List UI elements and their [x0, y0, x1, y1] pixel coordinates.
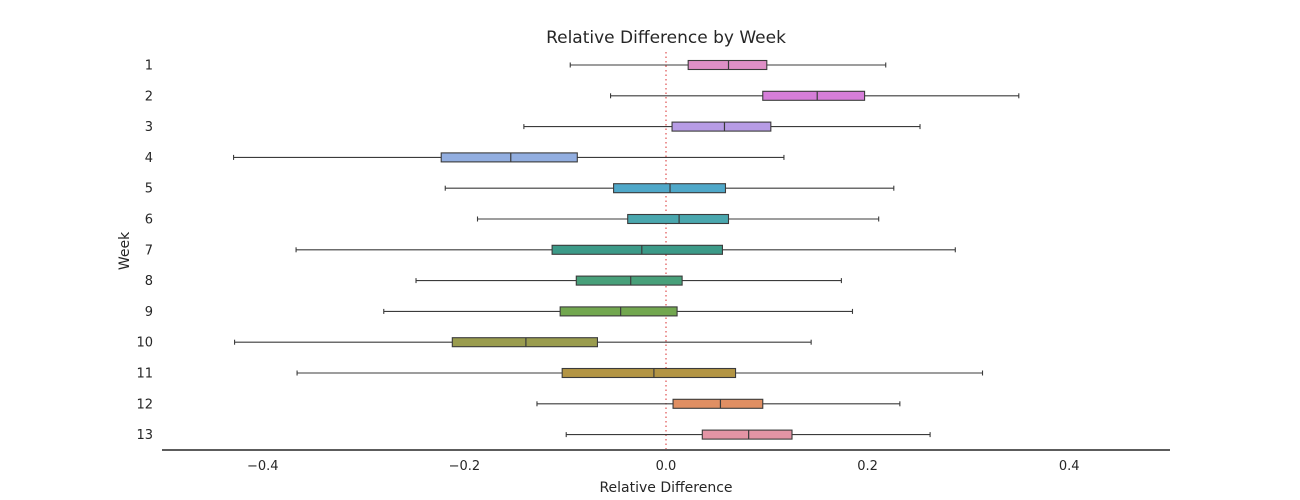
box-week-8 [415, 275, 842, 286]
box-week-4 [233, 152, 785, 163]
box-week-5 [444, 183, 895, 194]
iqr-box [561, 367, 737, 379]
iqr-box [440, 152, 578, 163]
x-tick-label: −0.4 [247, 459, 279, 474]
chart-title: Relative Difference by Week [546, 28, 786, 48]
x-tick-label: 0.4 [1059, 459, 1080, 474]
iqr-box [762, 90, 866, 101]
box-week-11 [296, 367, 984, 379]
y-tick-label: 3 [145, 120, 153, 135]
y-tick-label: 9 [145, 305, 153, 320]
box-week-10 [234, 337, 812, 348]
y-tick-label: 13 [136, 428, 153, 443]
iqr-box [559, 306, 678, 317]
x-axis-label: Relative Difference [599, 480, 732, 496]
y-tick-label: 5 [145, 182, 153, 197]
y-tick-label: 7 [145, 243, 153, 258]
box-week-13 [565, 429, 931, 440]
box-week-9 [383, 306, 854, 317]
y-tick-label: 8 [145, 274, 153, 289]
box-week-1 [569, 59, 887, 71]
y-tick-label: 2 [145, 89, 153, 104]
iqr-box [627, 213, 730, 225]
y-tick-label: 1 [145, 59, 153, 74]
x-tick-labels: −0.4 −0.2 0.0 0.2 0.4 [247, 459, 1080, 474]
box-week-6 [476, 213, 880, 225]
iqr-box [575, 275, 683, 286]
box-layer [233, 59, 1020, 440]
y-tick-label: 10 [136, 336, 153, 351]
iqr-box [687, 59, 768, 71]
iqr-box [551, 244, 723, 255]
box-week-12 [536, 398, 901, 409]
x-tick-label: −0.2 [449, 459, 481, 474]
iqr-box [701, 429, 793, 440]
x-tick-label: 0.0 [656, 459, 677, 474]
x-tick-label: 0.2 [857, 459, 878, 474]
box-week-7 [295, 244, 956, 255]
box-week-3 [523, 121, 921, 132]
box-week-2 [610, 90, 1020, 101]
y-tick-label: 11 [136, 367, 153, 382]
iqr-box [672, 398, 764, 409]
y-tick-label: 12 [136, 397, 153, 412]
iqr-box [451, 337, 599, 348]
iqr-box [671, 121, 772, 132]
y-axis-label: Week [117, 231, 133, 270]
y-tick-label: 6 [145, 213, 153, 228]
y-tick-label: 4 [145, 151, 153, 166]
